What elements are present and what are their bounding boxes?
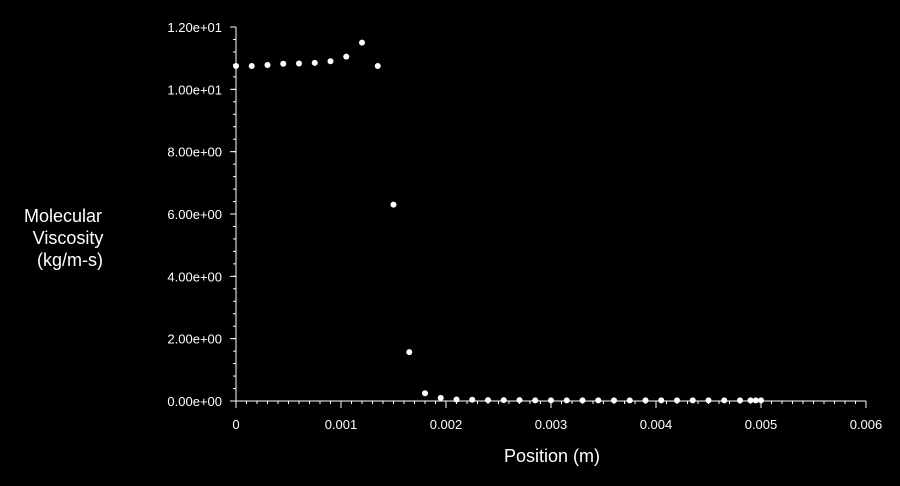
data-point: [437, 394, 444, 401]
data-point: [689, 397, 696, 404]
data-point: [758, 397, 764, 404]
data-point: [674, 397, 680, 404]
data-point: [737, 397, 743, 404]
data-points: [233, 39, 764, 404]
y-axis-title: Molecular Viscosity (kg/m-s): [24, 206, 103, 270]
y-axis: 0.00e+00 2.00e+00 4.00e+00 6.00e+00 8.00e+00…: [167, 20, 237, 409]
y-tick-label: 1.00e+01: [167, 82, 222, 97]
x-tick-label: 0: [232, 417, 239, 432]
y-tick-label: 6.00e+00: [167, 207, 222, 222]
data-point: [516, 397, 523, 404]
data-point: [311, 59, 318, 66]
x-axis: 0 0.001 0.002 0.003 0.004 0.005 0.006: [232, 400, 883, 432]
data-point: [579, 397, 586, 404]
y-tick-label: 0.00e+00: [167, 394, 222, 409]
data-point: [548, 397, 554, 404]
data-point: [469, 396, 476, 403]
data-point: [532, 397, 539, 404]
data-point: [233, 62, 239, 69]
data-point: [264, 62, 271, 69]
x-axis-title: Position (m): [504, 446, 600, 466]
y-tick-label: 8.00e+00: [167, 145, 222, 160]
y-axis-title-line-1: Molecular: [24, 206, 102, 226]
x-tick-label: 0.002: [430, 417, 463, 432]
y-tick-label: 4.00e+00: [167, 269, 222, 284]
data-point: [280, 60, 287, 67]
y-tick-label: 2.00e+00: [167, 332, 222, 347]
data-point: [611, 397, 617, 404]
x-tick-label: 0.005: [745, 417, 778, 432]
data-point: [327, 58, 334, 65]
data-point: [453, 396, 460, 403]
data-point: [485, 397, 491, 404]
data-point: [747, 397, 754, 404]
y-axis-title-line-3: (kg/m-s): [37, 250, 103, 270]
data-point: [422, 390, 428, 397]
y-tick-label: 1.20e+01: [167, 20, 222, 35]
data-point: [406, 349, 413, 356]
data-point: [563, 397, 570, 404]
data-point: [374, 62, 381, 69]
data-point: [658, 397, 665, 404]
data-point: [721, 397, 728, 404]
x-tick-label: 0.003: [535, 417, 568, 432]
x-tick-label: 0.006: [850, 417, 883, 432]
data-point: [642, 397, 649, 404]
data-point: [705, 397, 712, 404]
data-point: [296, 60, 302, 67]
data-point: [343, 53, 350, 60]
data-point: [500, 397, 507, 404]
y-axis-title-line-2: Viscosity: [33, 228, 104, 248]
data-point: [248, 62, 255, 69]
x-tick-label: 0.001: [325, 417, 358, 432]
data-point: [595, 397, 602, 404]
data-point: [359, 39, 365, 46]
data-point: [390, 201, 397, 208]
x-tick-label: 0.004: [640, 417, 673, 432]
data-point: [752, 397, 759, 404]
data-point: [626, 397, 633, 404]
